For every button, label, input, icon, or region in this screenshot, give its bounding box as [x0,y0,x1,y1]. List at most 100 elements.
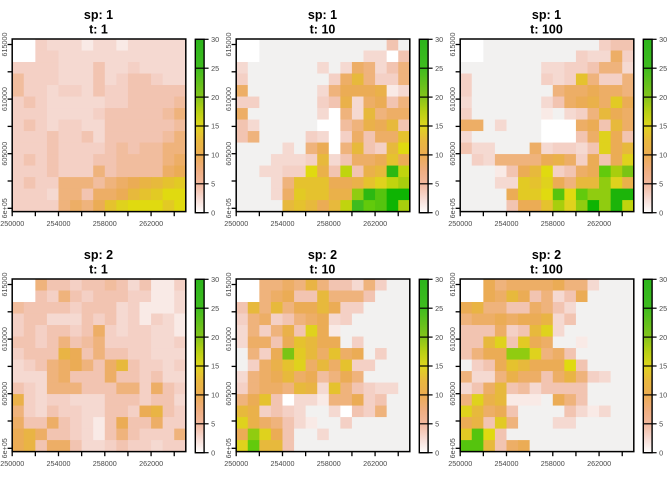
svg-text:15: 15 [659,362,667,371]
svg-text:250000: 250000 [224,219,248,228]
svg-text:25: 25 [435,304,443,313]
svg-text:20: 20 [659,93,667,102]
svg-text:t: 10: t: 10 [310,23,336,37]
svg-text:30: 30 [211,35,219,44]
svg-text:sp: 2: sp: 2 [84,248,113,262]
svg-text:sp: 2: sp: 2 [532,248,561,262]
svg-text:615000: 615000 [448,273,457,297]
svg-text:20: 20 [211,333,219,342]
svg-text:254000: 254000 [270,219,294,228]
svg-text:6e+05: 6e+05 [448,198,457,218]
svg-text:258000: 258000 [541,459,565,468]
svg-text:0: 0 [435,448,439,457]
svg-text:30: 30 [659,275,667,284]
svg-text:615000: 615000 [0,33,9,57]
svg-text:605000: 605000 [224,142,233,166]
svg-text:258000: 258000 [93,459,117,468]
svg-text:sp: 1: sp: 1 [308,8,337,22]
svg-text:6e+05: 6e+05 [224,198,233,218]
svg-text:610000: 610000 [448,87,457,111]
svg-text:t: 100: t: 100 [530,23,563,37]
svg-text:t: 1: t: 1 [89,23,108,37]
svg-text:15: 15 [435,122,443,131]
svg-text:sp: 2: sp: 2 [308,248,337,262]
svg-text:5: 5 [435,180,439,189]
svg-text:10: 10 [211,151,219,160]
svg-text:262000: 262000 [363,219,387,228]
svg-text:6e+05: 6e+05 [224,438,233,458]
svg-text:10: 10 [659,151,667,160]
svg-text:25: 25 [659,304,667,313]
svg-text:250000: 250000 [224,459,248,468]
svg-text:258000: 258000 [541,219,565,228]
svg-text:605000: 605000 [224,382,233,406]
svg-text:610000: 610000 [448,327,457,351]
svg-text:0: 0 [211,448,215,457]
svg-text:254000: 254000 [494,459,518,468]
svg-text:20: 20 [435,333,443,342]
svg-text:254000: 254000 [270,459,294,468]
svg-text:5: 5 [435,420,439,429]
svg-text:610000: 610000 [224,87,233,111]
svg-text:20: 20 [211,93,219,102]
svg-text:t: 1: t: 1 [89,263,108,277]
svg-text:605000: 605000 [0,382,9,406]
svg-text:10: 10 [435,151,443,160]
svg-text:t: 100: t: 100 [530,263,563,277]
svg-text:30: 30 [659,35,667,44]
svg-text:6e+05: 6e+05 [0,438,9,458]
svg-text:605000: 605000 [448,142,457,166]
svg-text:5: 5 [211,180,215,189]
svg-text:15: 15 [211,362,219,371]
svg-text:15: 15 [211,122,219,131]
svg-text:10: 10 [211,391,219,400]
svg-text:250000: 250000 [448,459,472,468]
svg-text:615000: 615000 [448,33,457,57]
svg-text:258000: 258000 [93,219,117,228]
svg-text:30: 30 [211,275,219,284]
svg-text:0: 0 [211,208,215,217]
svg-text:30: 30 [435,35,443,44]
svg-text:5: 5 [659,180,663,189]
svg-text:262000: 262000 [363,459,387,468]
svg-text:0: 0 [659,208,663,217]
svg-text:615000: 615000 [224,273,233,297]
svg-text:0: 0 [659,448,663,457]
svg-text:262000: 262000 [587,219,611,228]
svg-text:610000: 610000 [0,327,9,351]
svg-text:20: 20 [659,333,667,342]
svg-text:25: 25 [435,64,443,73]
svg-text:10: 10 [659,391,667,400]
svg-text:15: 15 [659,122,667,131]
svg-text:258000: 258000 [317,459,341,468]
svg-text:20: 20 [435,93,443,102]
svg-text:254000: 254000 [46,219,70,228]
svg-text:250000: 250000 [0,219,24,228]
svg-text:25: 25 [211,304,219,313]
svg-text:25: 25 [659,64,667,73]
svg-text:250000: 250000 [448,219,472,228]
svg-text:254000: 254000 [494,219,518,228]
svg-text:30: 30 [435,275,443,284]
svg-text:10: 10 [435,391,443,400]
svg-text:sp: 1: sp: 1 [532,8,561,22]
svg-text:t: 10: t: 10 [310,263,336,277]
svg-text:610000: 610000 [224,327,233,351]
svg-text:15: 15 [435,362,443,371]
svg-text:sp: 1: sp: 1 [84,8,113,22]
svg-text:615000: 615000 [224,33,233,57]
svg-text:250000: 250000 [0,459,24,468]
svg-text:5: 5 [659,420,663,429]
svg-text:254000: 254000 [46,459,70,468]
svg-text:262000: 262000 [139,219,163,228]
svg-text:615000: 615000 [0,273,9,297]
svg-text:6e+05: 6e+05 [448,438,457,458]
svg-text:610000: 610000 [0,87,9,111]
svg-text:6e+05: 6e+05 [0,198,9,218]
svg-text:262000: 262000 [587,459,611,468]
svg-text:25: 25 [211,64,219,73]
svg-text:605000: 605000 [448,382,457,406]
svg-text:258000: 258000 [317,219,341,228]
svg-text:0: 0 [435,208,439,217]
svg-text:605000: 605000 [0,142,9,166]
